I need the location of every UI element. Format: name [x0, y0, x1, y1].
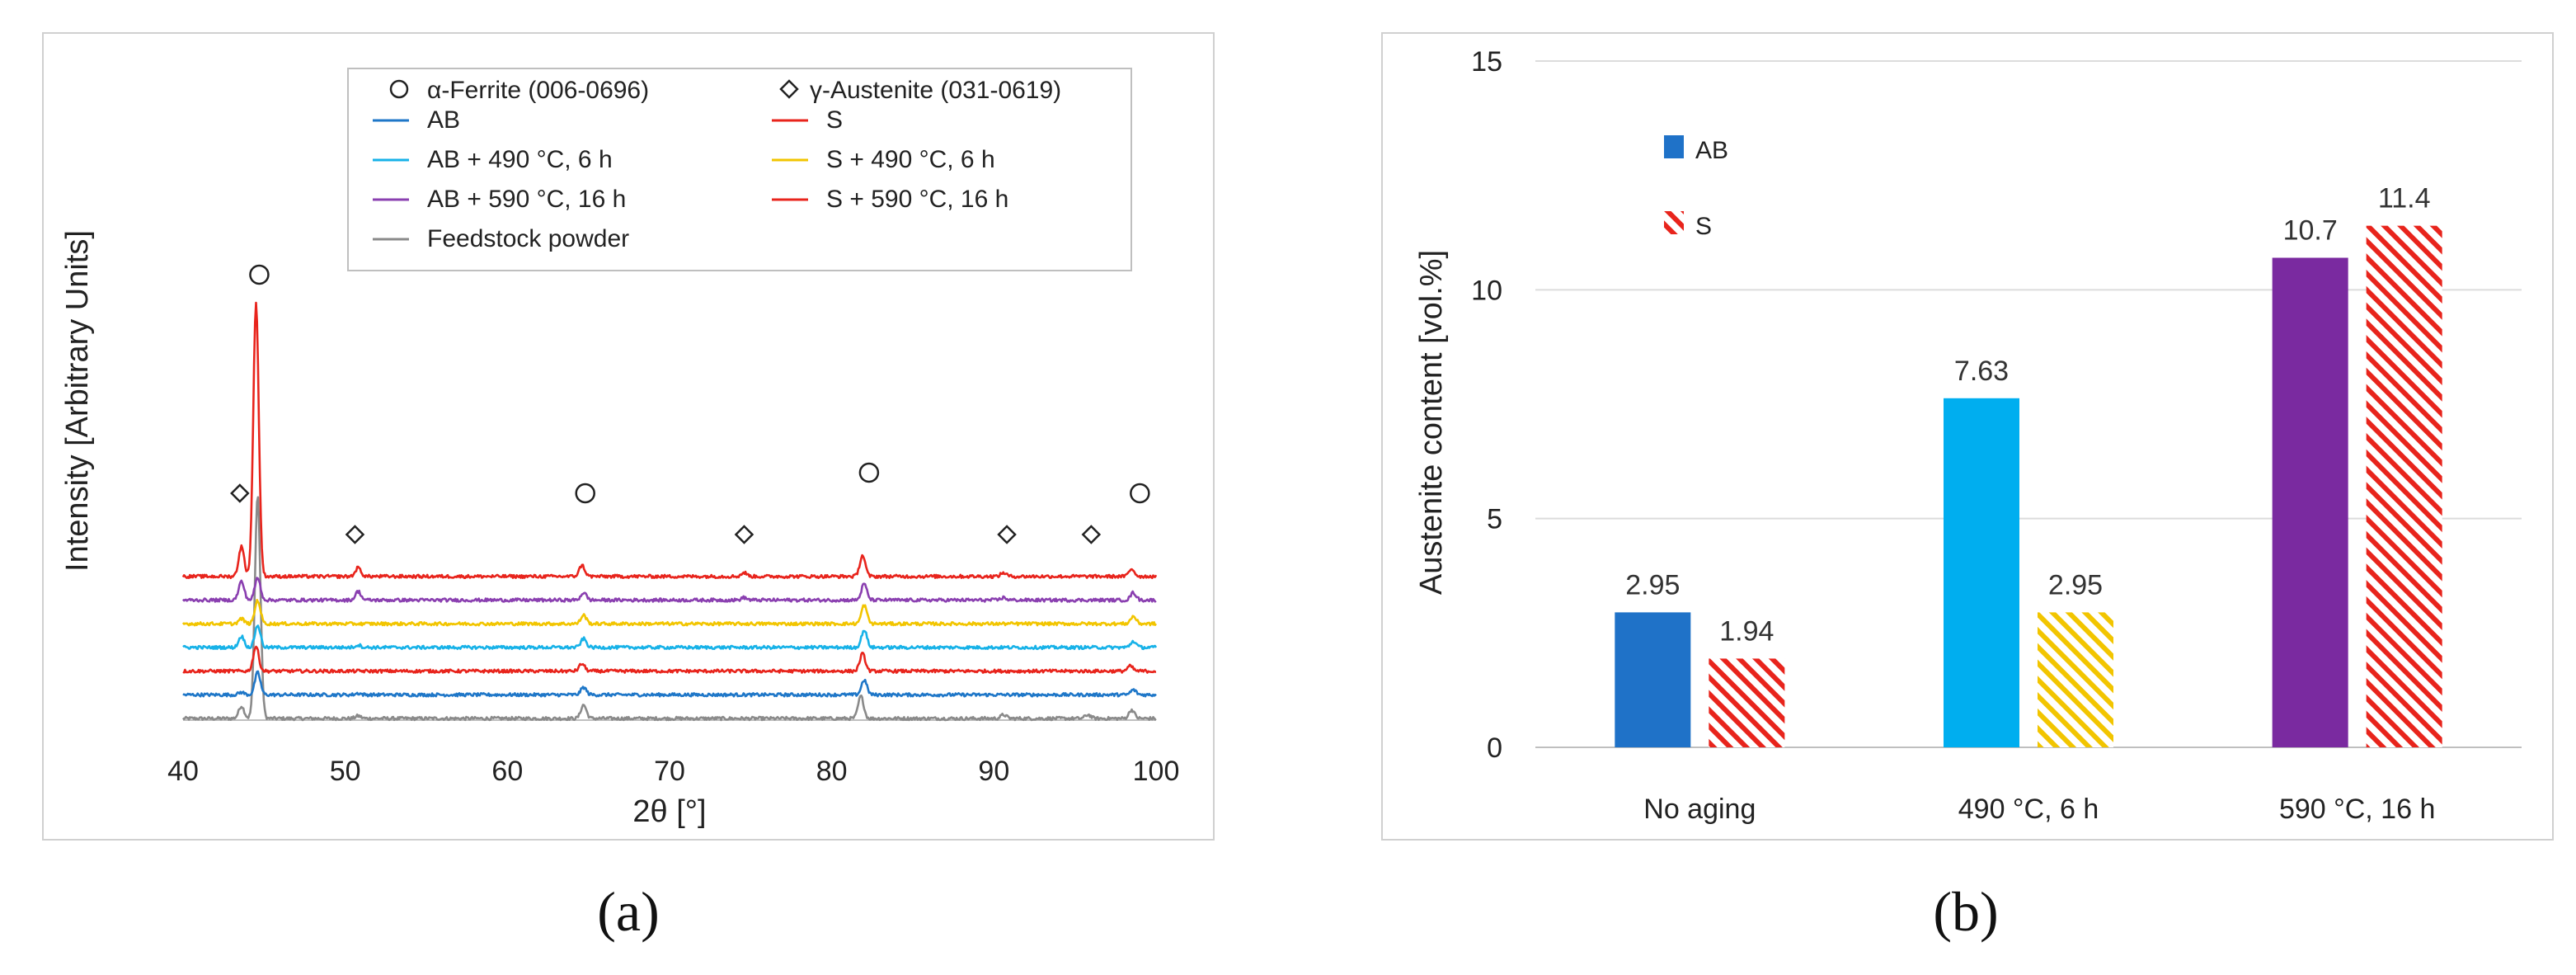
austenite-panel: 0 5 10 15 2.95 1.94 7.63 2.95 10.7 11.4 No aging… [1381, 32, 2554, 943]
austenite-peak-marker [345, 525, 365, 544]
xrd-trace [182, 624, 1158, 651]
bar-category-label: 490 °C, 6 h [1958, 794, 2099, 825]
xrd-trace [182, 496, 1157, 722]
xrd-trace [181, 301, 1158, 579]
bar-x-ticks: No aging 490 °C, 6 h 590 °C, 16 h [1643, 794, 2435, 825]
xrd-trace [182, 645, 1157, 674]
xrd-phase-annotations [230, 264, 1150, 544]
bar-y-tick-label: 5 [1487, 504, 1502, 535]
bar-data-label: 1.94 [1719, 615, 1774, 647]
ferrite-marker-icon [389, 79, 409, 99]
bar-legend-swatch-s [1664, 211, 1684, 234]
xrd-legend-label: S [826, 106, 843, 134]
bar-category-label: No aging [1643, 794, 1756, 825]
xrd-legend-label: S + 490 °C, 6 h [826, 146, 995, 173]
xrd-legend-box [347, 68, 1132, 271]
xrd-y-axis-title: Intensity [Arbitrary Units] [60, 230, 95, 572]
bar-s [2038, 612, 2113, 747]
bar-y-tick-label: 0 [1487, 732, 1502, 764]
bar-legend-label-ab: AB [1695, 137, 1728, 164]
ferrite-peak-marker [1130, 483, 1150, 504]
bar-data-label: 11.4 [2378, 183, 2431, 214]
xrd-legend-label: AB + 490 °C, 6 h [427, 146, 613, 173]
bar-legend: AB S [1664, 135, 1728, 240]
ferrite-peak-marker [249, 264, 270, 285]
panel-label-a: (a) [597, 880, 659, 943]
xrd-legend-label: S + 590 °C, 16 h [826, 186, 1008, 213]
xrd-trace [181, 577, 1157, 603]
xrd-trace [182, 670, 1157, 698]
austenite-peak-marker [230, 483, 250, 503]
xrd-x-tick-label: 70 [654, 756, 685, 787]
xrd-x-tick-label: 100 [1133, 756, 1180, 787]
xrd-x-tick-label: 40 [167, 756, 199, 787]
bar-y-tick-label: 15 [1471, 46, 1502, 78]
bar-s [1709, 658, 1785, 747]
austenite-marker-icon [779, 79, 799, 99]
xrd-legend-label: AB + 590 °C, 16 h [427, 186, 626, 213]
austenite-peak-marker [1081, 525, 1102, 544]
bar-data-label: 7.63 [1954, 356, 2009, 387]
ferrite-peak-marker [575, 483, 595, 504]
bar-legend-swatch-ab [1664, 135, 1684, 158]
bar-series: 2.95 1.94 7.63 2.95 10.7 11.4 [1615, 183, 2442, 747]
bar-y-ticks: 0 5 10 15 [1471, 46, 1502, 764]
xrd-legend: α-Ferrite (006-0696) γ-Austenite (031-06… [347, 68, 1132, 271]
xrd-panel: 40 50 60 70 80 90 100 2θ [°] Intensity [Arbitr… [42, 32, 1215, 943]
xrd-legend-austenite: γ-Austenite (031-0619) [810, 77, 1061, 104]
xrd-x-tick-label: 50 [330, 756, 361, 787]
bar-data-label: 2.95 [2048, 569, 2103, 601]
xrd-traces [181, 301, 1158, 722]
bar-y-tick-label: 10 [1471, 275, 1502, 306]
austenite-peak-marker [734, 525, 754, 544]
xrd-trace [181, 599, 1158, 627]
xrd-x-tick-label: 80 [816, 756, 848, 787]
ferrite-peak-marker [858, 462, 880, 483]
xrd-x-ticks: 40 50 60 70 80 90 100 [167, 756, 1179, 787]
bar-data-label: 2.95 [1625, 569, 1680, 601]
xrd-legend-entries: AB S AB + 490 °C, 6 h S + 490 °C, 6 h AB + 5… [373, 106, 1008, 252]
xrd-legend-ferrite: α-Ferrite (006-0696) [427, 77, 649, 104]
xrd-x-tick-label: 90 [978, 756, 1009, 787]
bar-data-label: 10.7 [2283, 215, 2338, 247]
bar-ab [1944, 398, 2019, 747]
bar-s [2366, 225, 2442, 747]
bar-ab [2272, 257, 2348, 747]
xrd-x-tick-label: 60 [491, 756, 523, 787]
xrd-x-axis-title: 2θ [°] [632, 794, 706, 829]
austenite-peak-marker [997, 525, 1017, 544]
bar-y-axis-title: Austenite content [vol.%] [1414, 250, 1449, 595]
bar-gridlines [1535, 60, 2522, 748]
bar-legend-label-s: S [1695, 213, 1712, 240]
xrd-legend-label: AB [427, 106, 460, 134]
bar-ab [1615, 612, 1691, 747]
panel-label-b: (b) [1933, 880, 1998, 943]
xrd-legend-label: Feedstock powder [427, 225, 629, 252]
bar-category-label: 590 °C, 16 h [2279, 794, 2435, 825]
